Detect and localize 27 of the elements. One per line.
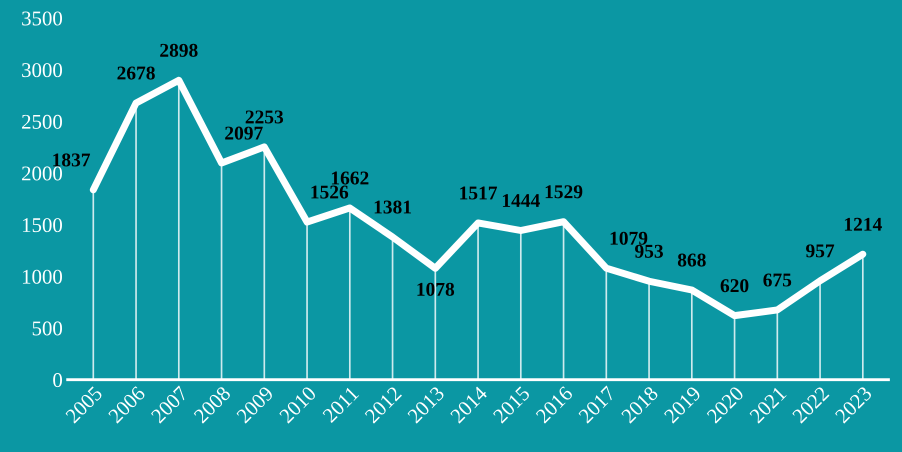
data-label: 1517 (460, 186, 498, 200)
data-label: 675 (763, 273, 792, 287)
data-label: 2097 (225, 126, 263, 140)
data-label: 1529 (546, 185, 582, 198)
data-label: 1526 (311, 186, 348, 199)
y-tick-label: 0 (53, 373, 62, 388)
data-label: 2678 (117, 66, 155, 80)
data-label: 953 (635, 244, 663, 258)
y-tick-label: 500 (32, 321, 62, 336)
y-tick-label: 1500 (22, 218, 62, 232)
data-label: 2898 (160, 44, 198, 57)
y-tick-label: 3000 (22, 63, 62, 78)
data-label: 868 (678, 253, 706, 267)
y-tick-label: 1000 (22, 270, 62, 284)
x-tick-label: 2011 (322, 386, 360, 424)
data-label: 2253 (246, 110, 284, 124)
y-tick-label: 3500 (22, 11, 62, 26)
data-label: 1381 (374, 200, 411, 214)
data-label: 1214 (844, 218, 882, 231)
data-label: 1662 (332, 172, 368, 185)
y-tick-label: 2500 (22, 114, 62, 129)
data-label: 1079 (610, 232, 648, 245)
data-label: 620 (720, 279, 748, 292)
data-label: 957 (806, 244, 834, 258)
data-label: 1444 (502, 194, 540, 207)
data-label: 1837 (53, 153, 90, 166)
y-tick-label: 2000 (22, 166, 62, 180)
